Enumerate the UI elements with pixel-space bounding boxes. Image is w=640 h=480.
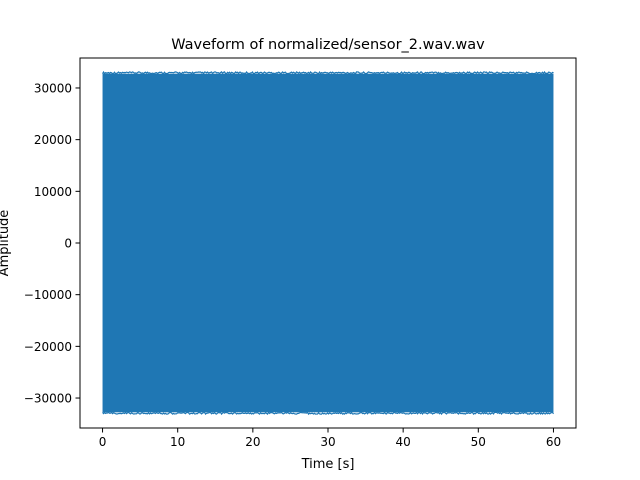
x-tick-label: 20	[245, 435, 260, 449]
y-tick-label: 20000	[34, 133, 72, 147]
x-tick-label: 0	[99, 435, 107, 449]
y-tick-label: −30000	[24, 392, 72, 406]
x-tick-label: 10	[170, 435, 185, 449]
y-tick-label: 0	[64, 237, 72, 251]
plot-area	[102, 70, 555, 416]
y-tick-label: 10000	[34, 185, 72, 199]
x-axis-label: Time [s]	[301, 457, 355, 472]
x-tick-label: 40	[396, 435, 411, 449]
waveform-fill	[102, 73, 554, 413]
y-tick-label: −10000	[24, 288, 72, 302]
x-tick-label: 30	[320, 435, 335, 449]
waveform-bottom-edge	[102, 411, 555, 416]
x-tick-label: 50	[471, 435, 486, 449]
y-axis-label: Amplitude	[0, 210, 12, 277]
x-axis-ticks: 0 10 20 30 40 50 60	[99, 428, 561, 449]
waveform-series	[102, 70, 555, 416]
waveform-top-edge	[102, 70, 554, 75]
x-tick-label: 60	[546, 435, 561, 449]
y-tick-label: 30000	[34, 81, 72, 95]
y-axis-ticks: −30000 −20000 −10000 0 10000 20000 30000	[24, 81, 80, 406]
y-tick-label: −20000	[24, 340, 72, 354]
chart-title: Waveform of normalized/sensor_2.wav.wav	[171, 37, 485, 53]
